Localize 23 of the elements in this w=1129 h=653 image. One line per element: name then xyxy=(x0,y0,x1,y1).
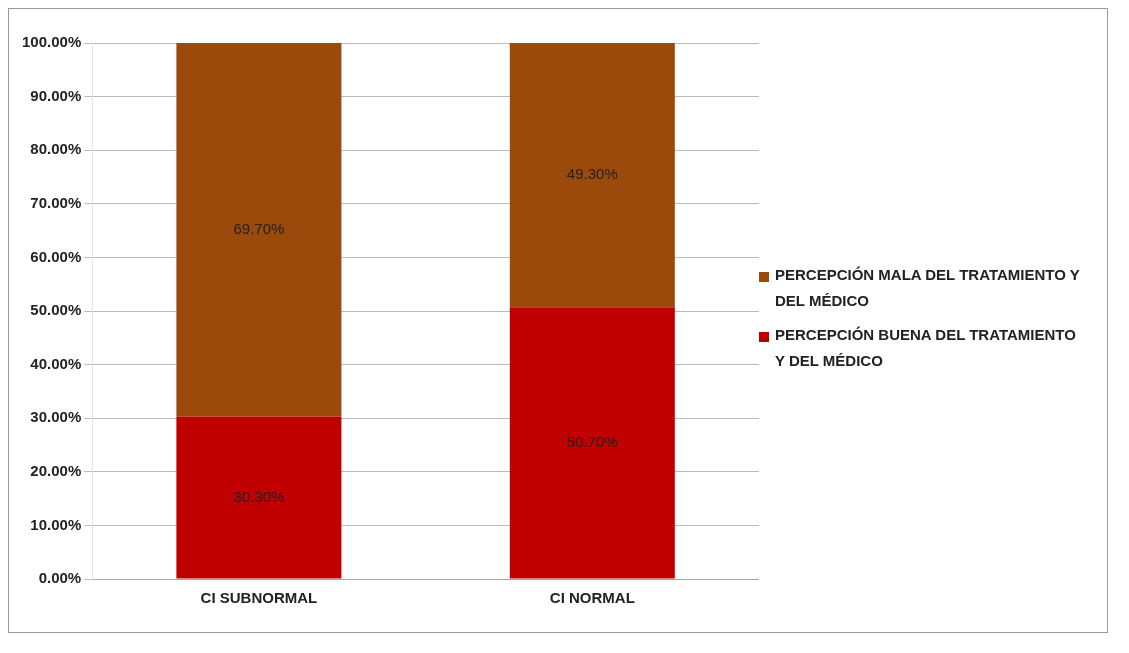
y-tick-label: 80.00% xyxy=(30,139,82,157)
y-tick-label: 60.00% xyxy=(30,247,82,265)
bar xyxy=(176,42,342,417)
y-tick-label: 50.00% xyxy=(30,300,82,318)
data-label: 50.70% xyxy=(566,432,618,450)
legend-label: PERCEPCIÓN MALA DEL TRATAMIENTO Y DEL MÉDICO xyxy=(775,264,1081,311)
y-tick-label: 10.00% xyxy=(30,515,82,533)
y-tick-label: 0.00% xyxy=(38,568,82,586)
legend-label: PERCEPCIÓN BUENA DEL TRATAMIENTO Y DEL MÉDICO xyxy=(775,324,1077,371)
x-tick-label: CI NORMAL xyxy=(549,588,635,606)
y-tick-label: 90.00% xyxy=(30,86,82,104)
bar xyxy=(176,416,342,578)
data-label: 69.70% xyxy=(233,219,285,237)
bar xyxy=(509,306,675,578)
y-tick-label: 70.00% xyxy=(30,193,82,211)
x-tick-label: CI SUBNORMAL xyxy=(200,588,318,606)
y-tick-label: 40.00% xyxy=(30,354,82,372)
data-label: 30.30% xyxy=(233,487,285,505)
y-tick-label: 100.00% xyxy=(22,32,82,50)
data-label: 49.30% xyxy=(566,164,618,182)
y-tick-label: 30.00% xyxy=(30,407,82,425)
bar xyxy=(509,42,675,307)
y-tick-label: 20.00% xyxy=(30,461,82,479)
